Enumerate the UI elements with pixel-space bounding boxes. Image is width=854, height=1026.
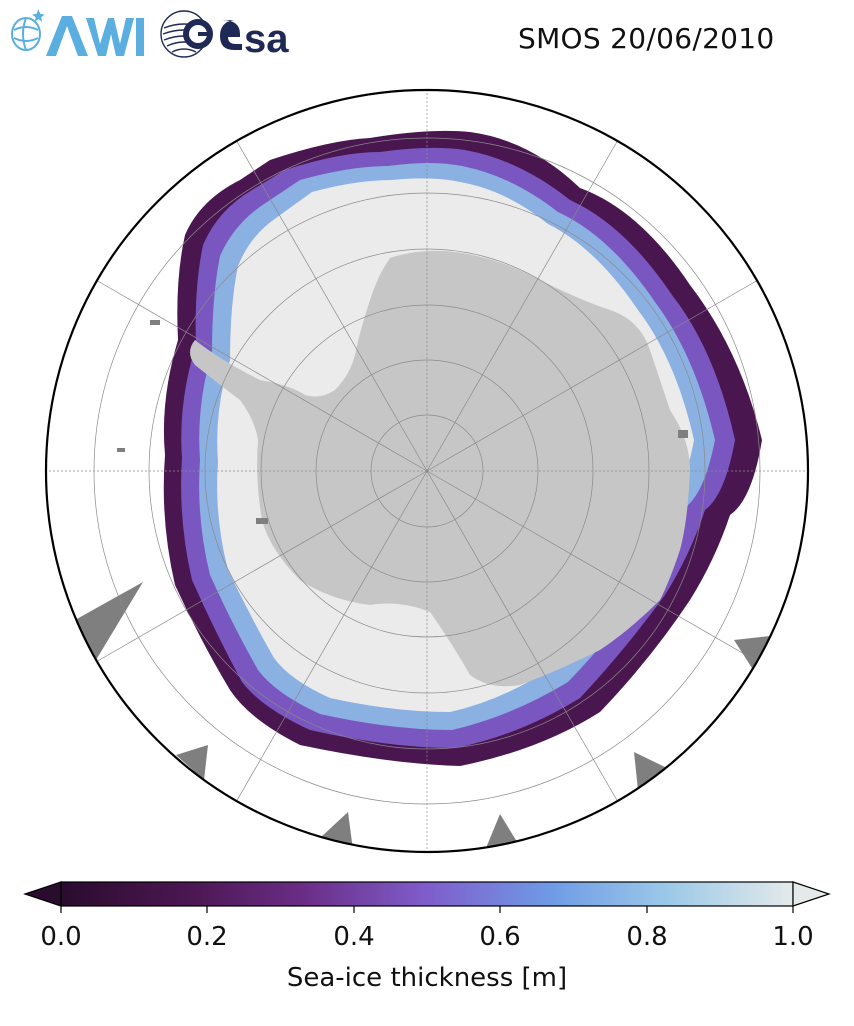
colorbar-extend-min	[23, 881, 62, 907]
polar-map	[44, 88, 810, 854]
antarctica	[190, 250, 690, 687]
map-title: SMOS 20/06/2010	[518, 22, 775, 55]
colorbar-extend-max	[792, 881, 831, 907]
colorbar-tick-label: 0.2	[186, 922, 228, 952]
colorbar-gradient	[60, 881, 794, 907]
colorbar-tick-label: 0.8	[626, 922, 668, 952]
graticule	[46, 90, 808, 852]
colorbar-tick-label: 1.0	[772, 922, 814, 952]
colorbar-tick-label: 0.6	[479, 922, 521, 952]
colorbar-ticks	[60, 906, 794, 913]
map-boundary	[44, 88, 810, 854]
colorbar	[23, 881, 831, 913]
colorbar-tick-label: 0.4	[333, 922, 375, 952]
awi-logo	[11, 9, 144, 56]
esa-logo: sa	[160, 10, 289, 60]
svg-text:sa: sa	[244, 17, 289, 60]
colorbar-label: Sea-ice thickness [m]	[286, 963, 568, 993]
colorbar-tick-label: 0.0	[40, 922, 82, 952]
